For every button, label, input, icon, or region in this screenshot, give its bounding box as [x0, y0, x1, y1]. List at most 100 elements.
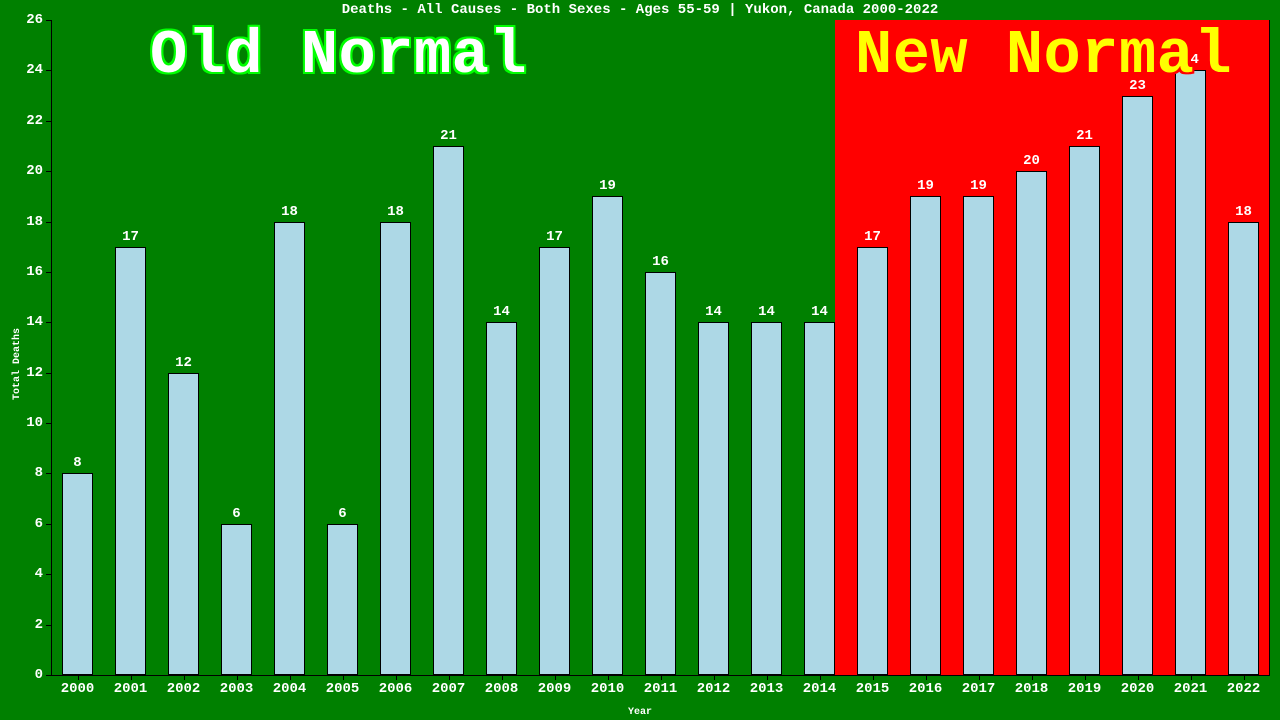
- bar: [592, 196, 624, 675]
- bar: [221, 524, 253, 675]
- x-tick-mark: [979, 675, 980, 680]
- bar-value-label: 14: [705, 304, 722, 320]
- bar-value-label: 21: [440, 128, 457, 144]
- y-tick-label: 4: [19, 566, 43, 582]
- bar: [539, 247, 571, 675]
- x-tick-label: 2005: [326, 681, 360, 697]
- bar: [62, 473, 94, 675]
- bar: [433, 146, 465, 675]
- y-tick-label: 18: [19, 214, 43, 230]
- x-tick-label: 2010: [591, 681, 625, 697]
- bar: [1228, 222, 1260, 675]
- y-tick-label: 10: [19, 415, 43, 431]
- x-tick-label: 2019: [1068, 681, 1102, 697]
- chart-container: Deaths - All Causes - Both Sexes - Ages …: [0, 0, 1280, 720]
- x-tick-mark: [926, 675, 927, 680]
- x-tick-label: 2017: [962, 681, 996, 697]
- x-tick-mark: [820, 675, 821, 680]
- x-tick-label: 2014: [803, 681, 837, 697]
- bar-value-label: 14: [811, 304, 828, 320]
- x-tick-mark: [1244, 675, 1245, 680]
- y-tick-label: 0: [19, 667, 43, 683]
- x-tick-label: 2016: [909, 681, 943, 697]
- bar-value-label: 19: [917, 178, 934, 194]
- y-tick-label: 14: [19, 314, 43, 330]
- annotation-old-normal: Old Normal: [150, 20, 527, 91]
- x-tick-mark: [873, 675, 874, 680]
- bar: [804, 322, 836, 675]
- x-tick-label: 2013: [750, 681, 784, 697]
- bar: [1069, 146, 1101, 675]
- x-tick-label: 2004: [273, 681, 307, 697]
- bar: [168, 373, 200, 675]
- y-tick-label: 22: [19, 113, 43, 129]
- bar-value-label: 18: [1235, 204, 1252, 220]
- annotation-new-normal: New Normal: [855, 20, 1232, 91]
- y-tick-label: 12: [19, 365, 43, 381]
- x-tick-mark: [1085, 675, 1086, 680]
- bar-value-label: 17: [864, 229, 881, 245]
- bar: [698, 322, 730, 675]
- x-tick-label: 2021: [1174, 681, 1208, 697]
- bar-value-label: 17: [122, 229, 139, 245]
- bar-value-label: 6: [232, 506, 240, 522]
- x-tick-label: 2015: [856, 681, 890, 697]
- bar-value-label: 14: [758, 304, 775, 320]
- x-tick-mark: [1138, 675, 1139, 680]
- x-tick-mark: [184, 675, 185, 680]
- plot-area: 0246810121416182022242682000172001122002…: [51, 20, 1270, 675]
- x-tick-mark: [767, 675, 768, 680]
- y-tick-label: 2: [19, 617, 43, 633]
- bar-value-label: 18: [281, 204, 298, 220]
- bar-value-label: 14: [493, 304, 510, 320]
- x-tick-label: 2002: [167, 681, 201, 697]
- bar: [963, 196, 995, 675]
- bar-value-label: 12: [175, 355, 192, 371]
- x-tick-label: 2020: [1121, 681, 1155, 697]
- x-tick-mark: [1032, 675, 1033, 680]
- bar-value-label: 21: [1076, 128, 1093, 144]
- x-tick-mark: [608, 675, 609, 680]
- y-tick-label: 16: [19, 264, 43, 280]
- x-tick-label: 2003: [220, 681, 254, 697]
- bar: [327, 524, 359, 675]
- x-tick-mark: [237, 675, 238, 680]
- bar-value-label: 17: [546, 229, 563, 245]
- y-tick-label: 20: [19, 163, 43, 179]
- y-tick-label: 24: [19, 62, 43, 78]
- x-tick-label: 2012: [697, 681, 731, 697]
- y-tick-label: 26: [19, 12, 43, 28]
- x-tick-mark: [290, 675, 291, 680]
- x-tick-label: 2018: [1015, 681, 1049, 697]
- x-tick-mark: [449, 675, 450, 680]
- bar: [1122, 96, 1154, 675]
- x-tick-label: 2009: [538, 681, 572, 697]
- bar: [910, 196, 942, 675]
- x-tick-mark: [343, 675, 344, 680]
- bar-value-label: 19: [970, 178, 987, 194]
- x-tick-label: 2001: [114, 681, 148, 697]
- bar: [857, 247, 889, 675]
- bar-value-label: 19: [599, 178, 616, 194]
- bar: [751, 322, 783, 675]
- bar-value-label: 20: [1023, 153, 1040, 169]
- x-tick-label: 2006: [379, 681, 413, 697]
- bar: [380, 222, 412, 675]
- x-tick-label: 2011: [644, 681, 678, 697]
- bar: [115, 247, 147, 675]
- bar-value-label: 8: [73, 455, 81, 471]
- x-tick-mark: [714, 675, 715, 680]
- bar-value-label: 16: [652, 254, 669, 270]
- bar: [1175, 70, 1207, 675]
- bar: [274, 222, 306, 675]
- x-axis-title: Year: [0, 707, 1280, 718]
- bar: [486, 322, 518, 675]
- x-tick-label: 2000: [61, 681, 95, 697]
- x-tick-mark: [555, 675, 556, 680]
- x-tick-mark: [1191, 675, 1192, 680]
- x-tick-label: 2007: [432, 681, 466, 697]
- y-tick-label: 6: [19, 516, 43, 532]
- x-tick-mark: [131, 675, 132, 680]
- bar-value-label: 6: [338, 506, 346, 522]
- x-tick-mark: [78, 675, 79, 680]
